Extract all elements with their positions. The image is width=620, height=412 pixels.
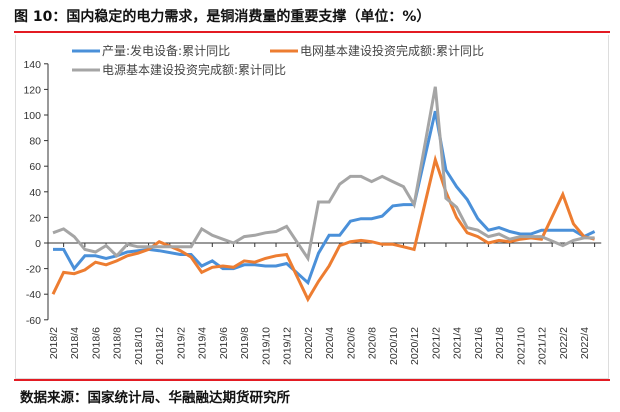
x-tick-label: 2018/6 (90, 327, 102, 359)
x-tick-label: 2021/8 (494, 327, 506, 359)
x-tick-label: 2019/10 (260, 327, 272, 365)
chart-frame (15, 35, 609, 379)
x-tick-label: 2018/2 (48, 327, 60, 359)
x-tick-label: 2019/2 (175, 327, 187, 359)
bottom-divider (14, 379, 610, 381)
x-tick-label: 2018/12 (154, 327, 166, 365)
x-tick-label: 2019/6 (218, 327, 230, 359)
x-tick-label: 2022/2 (558, 327, 570, 359)
x-tick-label: 2022/4 (579, 327, 591, 359)
x-tick-label: 2019/4 (197, 327, 209, 359)
series-lines (51, 86, 596, 303)
y-tick-label: 20 (29, 212, 41, 224)
x-tick-label: 2020/6 (345, 327, 357, 359)
x-tick-label: 2020/2 (303, 327, 315, 359)
top-divider (14, 31, 610, 33)
series-line-1 (53, 110, 596, 286)
y-tick-label: 140 (23, 59, 41, 71)
x-tick-label: 2018/4 (69, 327, 81, 359)
x-tick-label: 2020/12 (409, 327, 421, 365)
x-tick-label: 2018/10 (133, 327, 145, 365)
axes: -60 -40 -20 0 20 40 60 80 100 120 140 2018/2 2018/4 2… (23, 59, 602, 365)
y-tick-label: 40 (29, 187, 41, 199)
x-tick-label: 2021/6 (473, 327, 485, 359)
x-tick-label: 2021/2 (430, 327, 442, 359)
y-tick-label: 80 (29, 136, 41, 148)
y-tick-label: 60 (29, 161, 41, 173)
x-tick-label: 2020/10 (388, 327, 400, 365)
data-source: 数据来源：国家统计局、华融融达期货研究所 (20, 390, 290, 406)
y-tick-label: 0 (35, 238, 41, 250)
legend-label: 电网基本建设投资完成额:累计同比 (300, 43, 484, 58)
series-line-3 (52, 86, 595, 263)
x-tick-label: 2021/12 (537, 327, 549, 365)
legend-label: 电源基本建设投资完成额:累计同比 (102, 62, 286, 77)
y-tick-label: 100 (23, 110, 41, 122)
x-tick-label: 2018/8 (112, 327, 124, 359)
y-tick-label: -40 (26, 289, 41, 301)
y-tick-label: -60 (26, 315, 41, 327)
y-tick-label: -20 (26, 264, 41, 276)
figure-title: 图 10：国内稳定的电力需求，是铜消费量的重要支撑（单位：%） (14, 9, 431, 25)
x-tick-label: 2019/12 (282, 327, 294, 365)
x-tick-label: 2020/4 (324, 327, 336, 359)
legend-label: 产量:发电设备:累计同比 (102, 43, 230, 58)
x-tick-label: 2019/8 (239, 327, 251, 359)
x-tick-label: 2021/4 (452, 327, 464, 359)
y-tick-label: 120 (23, 84, 41, 96)
legend: 产量:发电设备:累计同比 电网基本建设投资完成额:累计同比电源基本建设投资完成额:… (72, 43, 484, 77)
x-tick-label: 2021/10 (515, 327, 527, 365)
x-tick-label: 2020/8 (367, 327, 379, 359)
series-line-2 (51, 154, 595, 303)
